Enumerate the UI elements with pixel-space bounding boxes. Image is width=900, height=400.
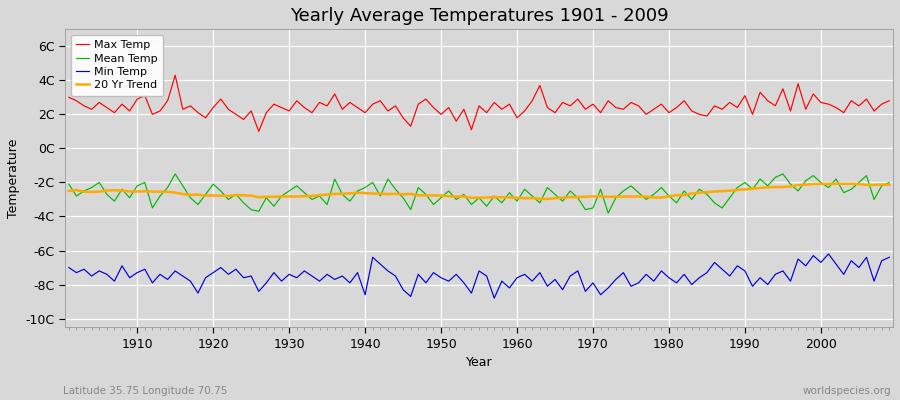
Max Temp	[124, 108, 135, 113]
20 Yr Trend	[124, 189, 135, 194]
Mean Temp	[603, 211, 614, 216]
20 Yr Trend	[884, 182, 895, 187]
Max Temp	[526, 98, 537, 103]
20 Yr Trend	[831, 181, 842, 186]
Max Temp	[63, 95, 74, 100]
Text: worldspecies.org: worldspecies.org	[803, 386, 891, 396]
Mean Temp	[124, 195, 135, 200]
Line: 20 Yr Trend: 20 Yr Trend	[68, 184, 889, 199]
Max Temp	[307, 110, 318, 115]
Mean Temp	[299, 190, 310, 195]
Y-axis label: Temperature: Temperature	[7, 138, 20, 218]
Min Temp	[610, 277, 621, 282]
Title: Yearly Average Temperatures 1901 - 2009: Yearly Average Temperatures 1901 - 2009	[290, 7, 669, 25]
Line: Max Temp: Max Temp	[68, 75, 889, 131]
Line: Min Temp: Min Temp	[68, 254, 889, 298]
20 Yr Trend	[542, 196, 553, 201]
Min Temp	[337, 274, 347, 278]
Mean Temp	[345, 199, 356, 204]
Min Temp	[511, 275, 522, 280]
Mean Temp	[618, 188, 629, 193]
Mean Temp	[511, 199, 522, 204]
Max Temp	[618, 107, 629, 112]
Min Temp	[292, 275, 302, 280]
Max Temp	[352, 105, 363, 110]
20 Yr Trend	[337, 192, 347, 196]
Text: Latitude 35.75 Longitude 70.75: Latitude 35.75 Longitude 70.75	[63, 386, 228, 396]
Max Temp	[254, 129, 265, 134]
Min Temp	[519, 272, 530, 277]
20 Yr Trend	[511, 195, 522, 200]
Mean Temp	[884, 180, 895, 185]
20 Yr Trend	[610, 194, 621, 199]
Max Temp	[519, 108, 530, 113]
Max Temp	[884, 98, 895, 103]
20 Yr Trend	[292, 194, 302, 199]
Legend: Max Temp, Mean Temp, Min Temp, 20 Yr Trend: Max Temp, Mean Temp, Min Temp, 20 Yr Tre…	[70, 35, 163, 96]
Mean Temp	[170, 172, 181, 176]
Mean Temp	[63, 182, 74, 186]
Mean Temp	[519, 187, 530, 192]
Min Temp	[884, 255, 895, 260]
Min Temp	[489, 296, 500, 300]
20 Yr Trend	[504, 195, 515, 200]
Max Temp	[170, 73, 181, 78]
20 Yr Trend	[63, 188, 74, 193]
Min Temp	[124, 275, 135, 280]
X-axis label: Year: Year	[465, 356, 492, 369]
Line: Mean Temp: Mean Temp	[68, 174, 889, 213]
Min Temp	[824, 252, 834, 256]
Min Temp	[63, 265, 74, 270]
